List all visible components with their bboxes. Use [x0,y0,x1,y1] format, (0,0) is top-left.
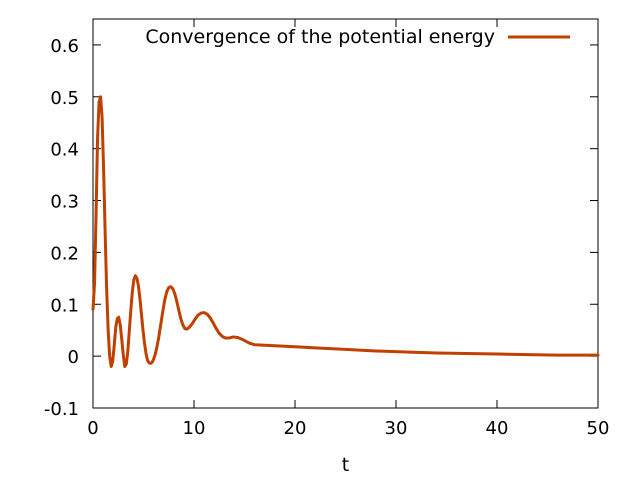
y-tick-label: 0.4 [50,140,79,161]
y-tick-label: 0.5 [50,88,79,109]
x-tick-label: 50 [587,418,610,439]
y-tick-label: 0 [68,347,79,368]
plot-frame [92,18,599,409]
tick-labels: 0 10 20 30 40 50 -0.1 0 0.1 0.2 0.3 0.4 0.5 0.6 [44,36,610,439]
y-tick-label: 0.1 [50,295,79,316]
x-tick-label: 20 [284,418,307,439]
x-tick-label: 30 [385,418,408,439]
y-tick-label: 0.2 [50,243,79,264]
x-tick-label: 40 [486,418,509,439]
legend-label: Convergence of the potential energy [145,26,495,48]
legend: Convergence of the potential energy [145,26,570,48]
y-tick-label: 0.6 [50,36,79,57]
y-tick-label: -0.1 [44,399,79,420]
x-axis-label: t [342,454,349,476]
x-tick-label: 10 [183,418,206,439]
series-layer [91,95,600,369]
x-tick-label: 0 [87,418,98,439]
y-tick-label: 0.3 [50,192,79,213]
series-line [91,95,600,369]
